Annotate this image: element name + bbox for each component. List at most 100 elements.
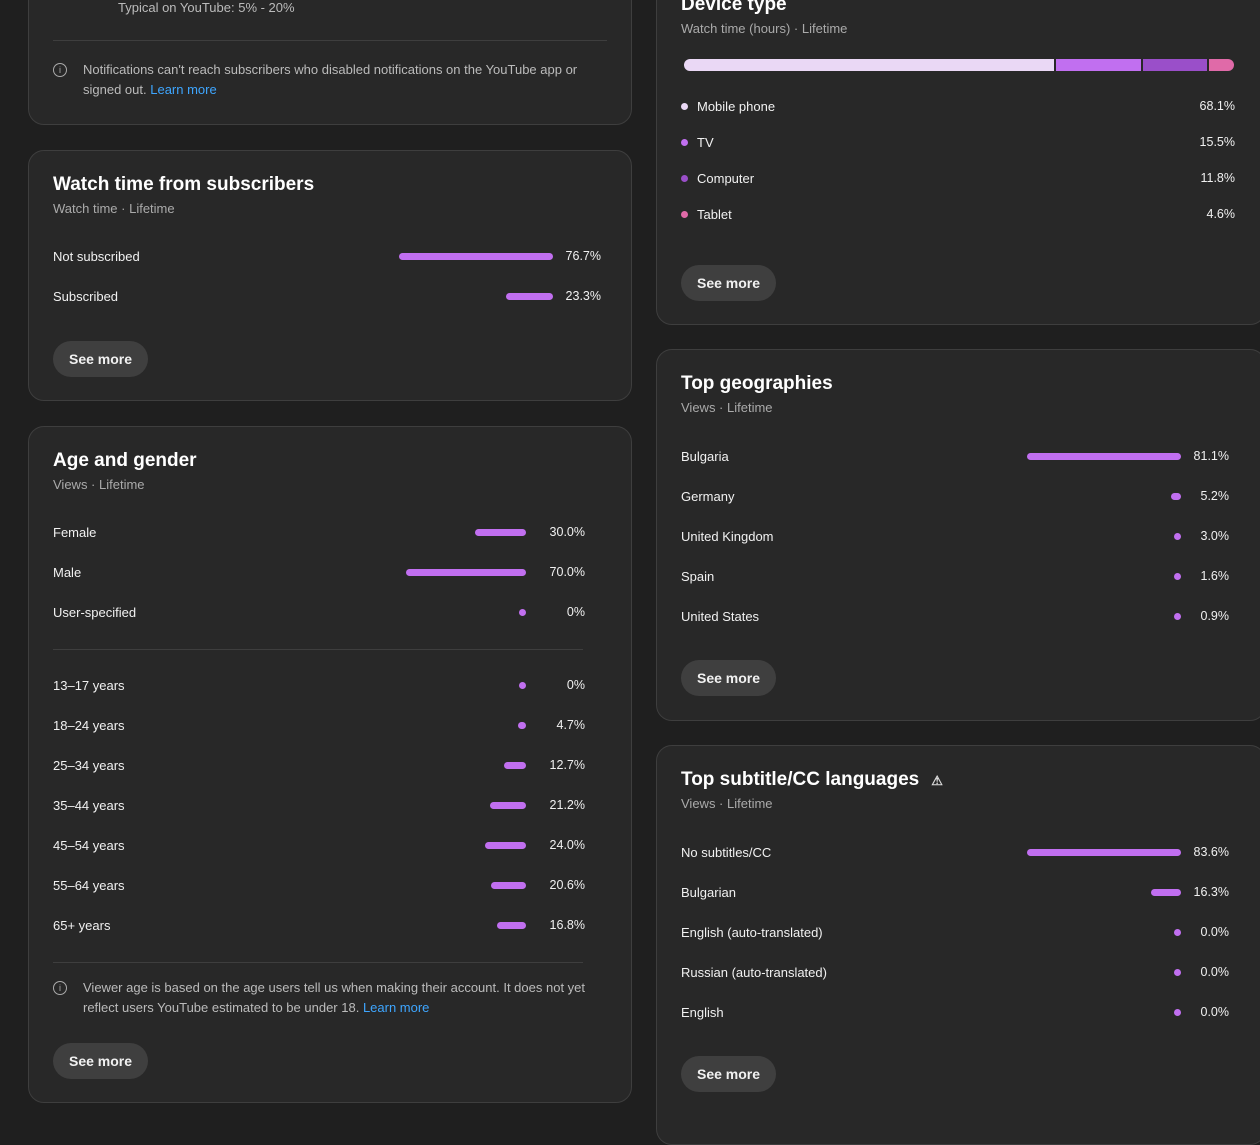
device-row: Mobile phone 68.1% [681, 96, 1236, 116]
card-title: Age and gender [53, 450, 197, 471]
legend-dot [681, 138, 688, 146]
device-row: Tablet 4.6% [681, 204, 1236, 224]
row-label: English (auto-translated) [681, 924, 823, 940]
data-row: Male 70.0% [53, 562, 613, 582]
row-value: 3.0% [1200, 529, 1230, 543]
row-value: 11.8% [1200, 171, 1235, 185]
row-bar [497, 922, 526, 929]
learn-more-link[interactable]: Learn more [150, 82, 217, 97]
row-value: 4.6% [1206, 207, 1236, 221]
data-row: Germany 5.2% [681, 486, 1241, 506]
see-more-button[interactable]: See more [53, 1043, 149, 1079]
row-value: 12.7% [549, 758, 585, 772]
row-value: 81.1% [1193, 449, 1229, 463]
top-geographies-card: Top geographies Views · Lifetime See mor… [656, 349, 1260, 721]
row-bar [1174, 573, 1181, 580]
row-bar [1174, 969, 1181, 976]
note-text: Notifications can't reach subscribers wh… [83, 62, 578, 97]
data-row: User-specified 0% [53, 602, 613, 622]
subscriber-notifications-card: Typical on YouTube: 5% - 20% i Notificat… [28, 0, 632, 125]
row-value: 0.9% [1200, 609, 1230, 623]
row-label: Subscribed [53, 288, 119, 304]
row-label: TV [697, 134, 714, 150]
row-value: 16.8% [549, 918, 585, 932]
info-icon: i [53, 981, 67, 995]
typical-range-text: Typical on YouTube: 5% - 20% [118, 0, 295, 15]
row-label: Computer [697, 170, 755, 186]
see-more-button[interactable]: See more [681, 1056, 777, 1092]
card-title: Watch time from subscribers [53, 174, 315, 195]
warning-icon[interactable]: ⚠ [931, 773, 943, 788]
row-label: Germany [681, 488, 735, 504]
row-bar [474, 529, 526, 536]
card-title: Top geographies [681, 373, 833, 394]
data-row: English (auto-translated) 0.0% [681, 922, 1241, 942]
learn-more-link[interactable]: Learn more [362, 1000, 430, 1015]
row-value: 0.0% [1200, 925, 1230, 939]
info-icon: i [53, 63, 67, 77]
row-bar [1027, 849, 1181, 856]
card-title: Top subtitle/CC languages ⚠ [681, 769, 943, 791]
row-value: 83.6% [1193, 845, 1229, 859]
row-label: Male [53, 564, 82, 580]
data-row: 65+ years 16.8% [53, 915, 613, 935]
row-bar [519, 609, 526, 616]
row-value: 30.0% [549, 525, 585, 539]
row-label: Russian (auto-translated) [681, 964, 827, 980]
device-type-card: Device type Watch time (hours) · Lifetim… [656, 0, 1260, 325]
row-value: 4.7% [556, 718, 586, 732]
row-label: 45–54 years [53, 837, 125, 853]
row-bar [1174, 929, 1181, 936]
row-label: 35–44 years [53, 797, 125, 813]
data-row: 18–24 years 4.7% [53, 715, 613, 735]
row-bar [1171, 493, 1181, 500]
data-row: Bulgaria 81.1% [681, 446, 1241, 466]
divider [53, 649, 583, 650]
row-bar [490, 882, 526, 889]
card-subtitle: Watch time (hours) · Lifetime [681, 21, 848, 36]
row-bar [1027, 453, 1181, 460]
see-more-button[interactable]: See more [53, 341, 149, 377]
row-bar [504, 762, 526, 769]
data-row: Bulgarian 16.3% [681, 882, 1241, 902]
age-note: Viewer age is based on the age users tel… [83, 978, 623, 1018]
row-value: 0.0% [1200, 965, 1230, 979]
see-more-button[interactable]: See more [681, 660, 777, 696]
row-value: 5.2% [1200, 489, 1230, 503]
device-segment [1208, 59, 1234, 71]
row-label: English [681, 1004, 724, 1020]
device-stacked-bar [684, 59, 1234, 71]
divider [53, 40, 607, 41]
row-bar [1174, 1009, 1181, 1016]
row-value: 0% [566, 678, 585, 692]
row-label: No subtitles/CC [681, 844, 772, 860]
device-segment [684, 59, 1055, 71]
row-label: 18–24 years [53, 717, 125, 733]
data-row: 35–44 years 21.2% [53, 795, 613, 815]
row-label: Not subscribed [53, 248, 140, 264]
note-text: Viewer age is based on the age users tel… [83, 980, 586, 1015]
row-bar [506, 293, 553, 300]
data-row: 25–34 years 12.7% [53, 755, 613, 775]
data-row: Spain 1.6% [681, 566, 1241, 586]
device-segment [1056, 59, 1141, 71]
row-bar [1174, 613, 1181, 620]
data-row: 55–64 years 20.6% [53, 875, 613, 895]
see-more-button[interactable]: See more [681, 265, 777, 301]
row-label: Tablet [697, 206, 732, 222]
row-value: 0% [566, 605, 585, 619]
row-value: 16.3% [1193, 885, 1229, 899]
row-label: 55–64 years [53, 877, 125, 893]
row-label: 65+ years [53, 917, 111, 933]
data-row: United States 0.9% [681, 606, 1241, 626]
row-value: 68.1% [1199, 99, 1235, 113]
divider [53, 962, 583, 963]
legend-dot [681, 174, 688, 182]
row-bar [489, 802, 526, 809]
data-row: 45–54 years 24.0% [53, 835, 613, 855]
subtitle-languages-card: Top subtitle/CC languages ⚠ Views · Lifet… [656, 745, 1260, 1145]
data-row: Subscribed 23.3% [53, 286, 613, 306]
data-row: English 0.0% [681, 1002, 1241, 1022]
data-row: Russian (auto-translated) 0.0% [681, 962, 1241, 982]
row-value: 70.0% [549, 565, 585, 579]
